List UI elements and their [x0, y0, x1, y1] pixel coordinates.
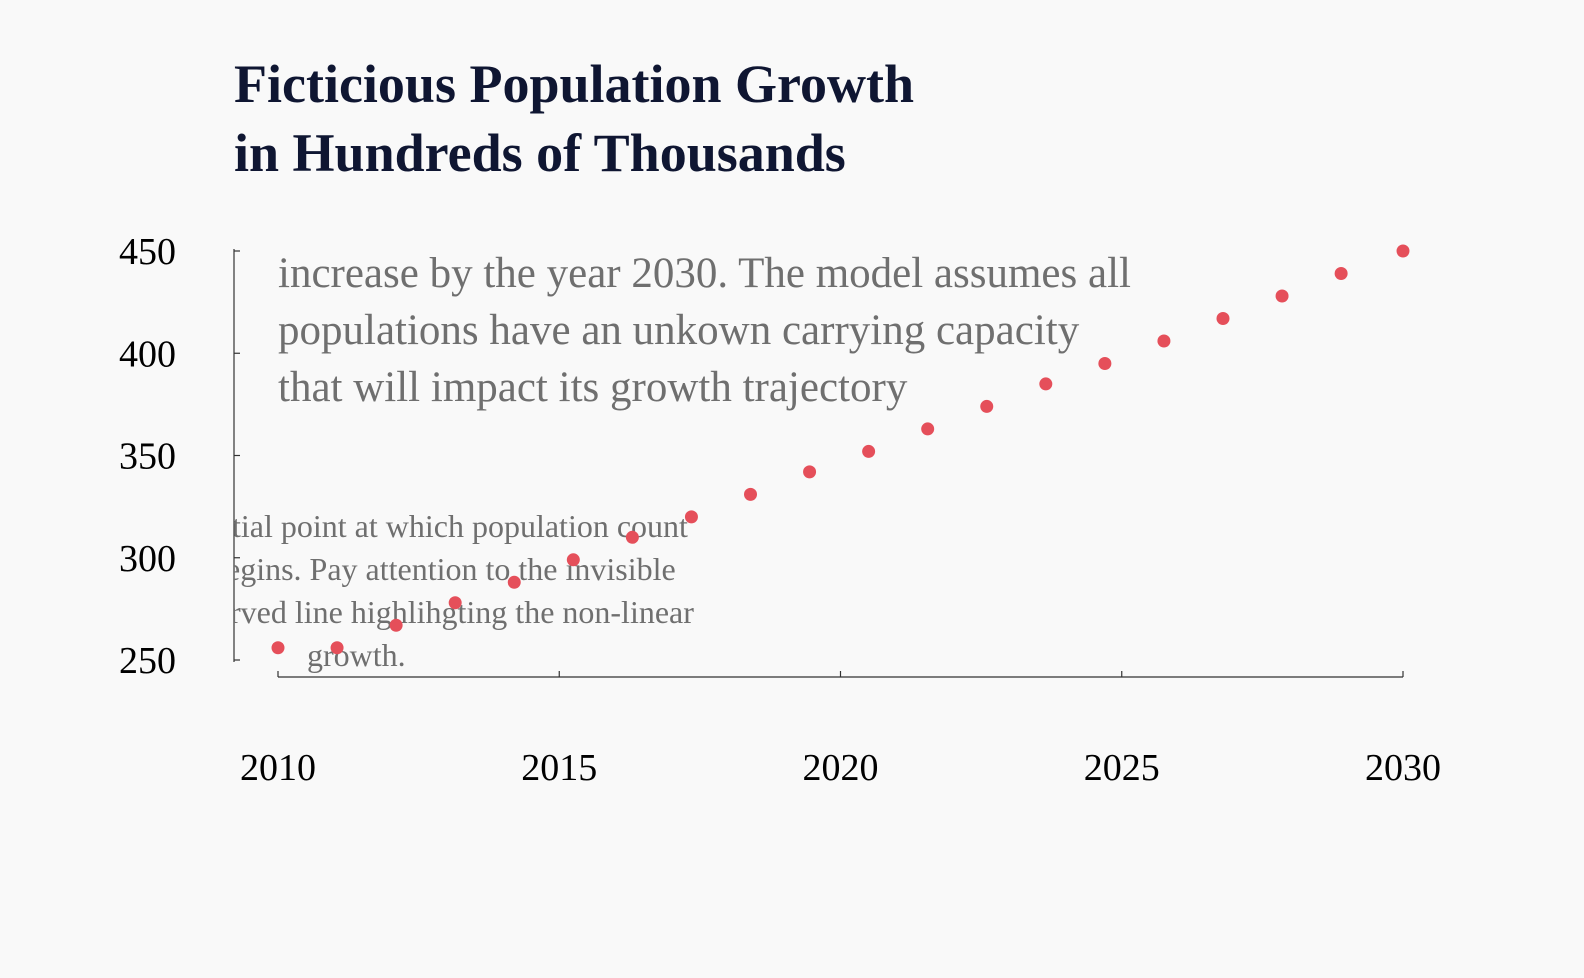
x-tick-label: 2015	[521, 747, 597, 789]
data-point	[684, 510, 698, 524]
axes: 250 300 350 400 450 2010 2015 2020 2025 2030	[119, 231, 1441, 789]
x-tick-label: 2030	[1365, 747, 1441, 789]
data-point	[862, 444, 876, 458]
data-point	[1334, 266, 1348, 280]
data-point	[507, 575, 521, 589]
data-point	[1216, 311, 1230, 325]
y-tick-label: 300	[119, 538, 176, 580]
y-tick-label: 450	[119, 231, 176, 273]
y-tick-label: 250	[119, 640, 176, 682]
data-point	[1275, 289, 1289, 303]
data-point	[566, 553, 580, 567]
initial-annotation-line: egins. Pay attention to the invisible	[226, 551, 676, 587]
data-point	[625, 530, 639, 544]
initial-annotation-line: growth.	[307, 637, 406, 673]
chart-title: Ficticious Population Growth in Hundreds…	[234, 50, 914, 188]
y-tick-label: 350	[119, 436, 176, 478]
chart-title-line-2: in Hundreds of Thousands	[234, 123, 846, 183]
data-point	[803, 465, 817, 479]
growth-annotation-line: that will impact its growth trajectory	[278, 364, 908, 411]
data-point	[389, 618, 403, 632]
data-point	[744, 487, 757, 501]
x-tick-label: 2025	[1084, 747, 1160, 789]
annotations: increase by the year 2030. The model ass…	[226, 250, 1131, 673]
data-point	[330, 641, 344, 655]
growth-annotation: increase by the year 2030. The model ass…	[278, 250, 1131, 411]
data-point	[980, 399, 994, 413]
data-point	[271, 641, 285, 655]
initial-annotation: tial point at which population count egin…	[226, 508, 694, 673]
initial-annotation-line: tial point at which population count	[232, 508, 688, 544]
data-point	[1098, 356, 1112, 370]
x-tick-label: 2020	[803, 747, 879, 789]
growth-annotation-line: increase by the year 2030. The model ass…	[278, 250, 1131, 297]
data-point	[921, 422, 935, 436]
initial-annotation-line: rved line highlihgting the non-linear	[230, 594, 694, 630]
data-point	[1157, 334, 1171, 348]
growth-annotation-line: populations have an unkown carrying capa…	[278, 307, 1080, 354]
data-point	[1396, 244, 1410, 258]
data-point	[448, 596, 462, 610]
data-point	[1039, 377, 1053, 391]
y-tick-label: 400	[119, 333, 176, 375]
data-points	[271, 244, 1410, 655]
chart-title-line-1: Ficticious Population Growth	[234, 54, 915, 114]
x-tick-label: 2010	[240, 747, 316, 789]
